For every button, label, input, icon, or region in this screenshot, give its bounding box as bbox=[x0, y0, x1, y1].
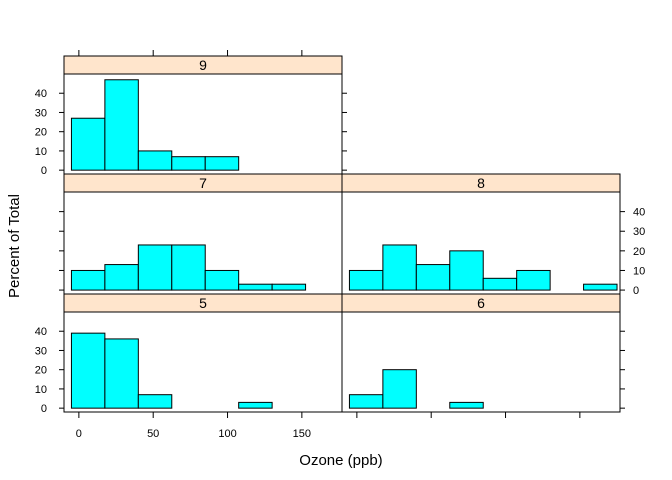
y-tick-label: 10 bbox=[633, 265, 645, 277]
y-tick-label: 10 bbox=[35, 384, 47, 396]
panel-9-bar-5 bbox=[204, 156, 240, 171]
panel-9-bar-4 bbox=[171, 156, 206, 171]
panel-8-bar-6 bbox=[516, 269, 551, 291]
panel-9-strip bbox=[63, 55, 343, 75]
panel-6-bar-1 bbox=[348, 394, 384, 409]
y-tick-label: 30 bbox=[35, 107, 47, 119]
x-tick-label: 0 bbox=[76, 428, 82, 440]
panel-5-bar-1 bbox=[70, 332, 106, 409]
y-tick-label: 40 bbox=[35, 88, 47, 100]
panel-5-bar-6 bbox=[238, 401, 273, 409]
y-tick-label: 0 bbox=[41, 403, 47, 415]
panel-7-bar-3 bbox=[137, 244, 173, 291]
panel-8-bar-1 bbox=[348, 269, 384, 291]
y-tick-label: 30 bbox=[35, 345, 47, 357]
panel-8-strip-label: 8 bbox=[477, 175, 485, 191]
panel-9-bar-2 bbox=[104, 79, 139, 171]
panel-8-bar-3 bbox=[415, 264, 451, 291]
y-tick-label: 30 bbox=[633, 226, 645, 238]
panel-8-strip bbox=[341, 173, 621, 193]
y-axis-title: Percent of Total bbox=[6, 194, 23, 298]
panel-frames bbox=[63, 55, 621, 413]
panel-7-strip-label: 7 bbox=[199, 175, 207, 191]
x-tick-label: 50 bbox=[147, 428, 159, 440]
panel-9-bar-3 bbox=[137, 150, 173, 171]
histogram-bars bbox=[70, 79, 618, 409]
panel-7-bar-1 bbox=[70, 269, 106, 291]
panel-6-strip bbox=[341, 293, 621, 313]
panel-7-bar-4 bbox=[171, 244, 206, 291]
panel-7-bar-2 bbox=[104, 264, 139, 291]
panel-9-bar-1 bbox=[70, 117, 106, 171]
panel-8-bar-5 bbox=[482, 277, 518, 291]
y-tick-label: 20 bbox=[35, 365, 47, 377]
panel-6-bar-2 bbox=[382, 369, 417, 409]
panel-6-strip-label: 6 bbox=[477, 295, 485, 311]
y-tick-label: 20 bbox=[633, 246, 645, 258]
panel-7-bar-5 bbox=[204, 269, 240, 291]
x-tick-label: 150 bbox=[293, 428, 311, 440]
y-tick-label: 10 bbox=[35, 146, 47, 158]
panel-6-bar-4 bbox=[449, 401, 484, 409]
panel-8-bar-2 bbox=[382, 244, 417, 291]
panel-5-strip-label: 5 bbox=[199, 295, 207, 311]
panel-8-bar-8 bbox=[583, 283, 618, 291]
y-tick-label: 20 bbox=[35, 127, 47, 139]
panel-7-bar-7 bbox=[271, 283, 307, 291]
x-axis-title: Ozone (ppb) bbox=[299, 452, 382, 469]
panel-5-bar-2 bbox=[104, 338, 139, 409]
x-tick-label: 100 bbox=[218, 428, 236, 440]
panel-8-bar-4 bbox=[449, 250, 484, 291]
y-tick-label: 0 bbox=[41, 165, 47, 177]
panel-strips: 9 7 8 5 6 bbox=[63, 55, 621, 313]
y-tick-label: 0 bbox=[633, 285, 639, 297]
axis-ticks: 0 10 20 30 40 0 10 20 30 40 0 10 20 30 40 0 50 100 150 bbox=[35, 50, 645, 440]
panel-5-bar-3 bbox=[137, 394, 173, 409]
panel-7-bar-6 bbox=[238, 283, 273, 291]
y-tick-label: 40 bbox=[35, 326, 47, 338]
y-tick-label: 40 bbox=[633, 207, 645, 219]
panel-9-strip-label: 9 bbox=[199, 57, 207, 73]
